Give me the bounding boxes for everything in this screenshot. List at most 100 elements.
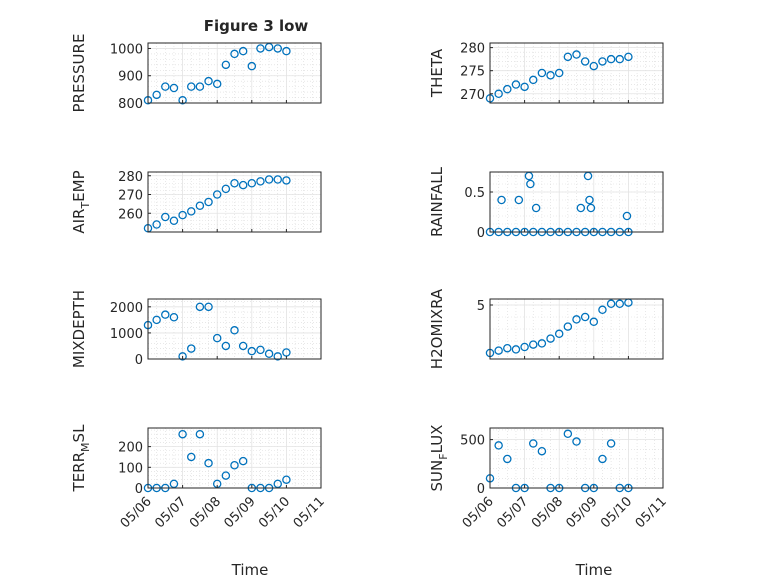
y-tick-label: 0 bbox=[477, 226, 485, 241]
data-point bbox=[256, 345, 265, 355]
panel-5: 0 1000 2000 MIXDEPTH bbox=[70, 290, 322, 368]
data-point bbox=[529, 439, 538, 448]
data-point bbox=[580, 312, 590, 322]
data-point bbox=[186, 82, 196, 91]
data-point bbox=[186, 207, 196, 216]
y-tick-label: 0 bbox=[135, 482, 143, 497]
data-point bbox=[169, 83, 179, 93]
data-point bbox=[514, 195, 524, 205]
y-tick-label: 900 bbox=[118, 70, 143, 85]
data-point bbox=[572, 437, 581, 446]
data-point bbox=[494, 346, 503, 355]
y-axis-label: PRESSURE bbox=[70, 34, 88, 113]
data-point bbox=[212, 190, 222, 199]
data-point bbox=[537, 446, 547, 456]
data-point bbox=[576, 203, 586, 213]
y-tick-label: 1000 bbox=[110, 42, 143, 57]
y-axis-label: H2OMIXRA bbox=[428, 288, 446, 369]
data-point bbox=[195, 201, 205, 210]
y-axis-label: SUNFLUX bbox=[428, 425, 450, 492]
y-tick-label: 260 bbox=[118, 207, 143, 222]
y-tick-label: 275 bbox=[460, 65, 485, 80]
data-point bbox=[230, 49, 239, 59]
data-point bbox=[178, 352, 187, 361]
y-tick-label: 280 bbox=[118, 170, 143, 185]
y-tick-label: 0.5 bbox=[464, 186, 485, 201]
data-point bbox=[503, 454, 512, 464]
data-point bbox=[247, 346, 257, 356]
data-point bbox=[273, 175, 282, 184]
data-point bbox=[169, 479, 179, 489]
data-point bbox=[282, 475, 291, 484]
data-point bbox=[238, 46, 248, 56]
data-point bbox=[178, 429, 187, 439]
data-point bbox=[511, 345, 521, 354]
data-point bbox=[238, 456, 248, 466]
x-axis-label-left: Time bbox=[231, 561, 269, 579]
data-point bbox=[589, 61, 599, 71]
data-point bbox=[247, 61, 257, 71]
panel-1: 800 900 1000 PRESSURE bbox=[70, 34, 322, 113]
axes-box bbox=[489, 427, 664, 489]
data-point bbox=[161, 310, 170, 319]
data-point bbox=[204, 197, 213, 207]
data-point bbox=[529, 340, 538, 349]
data-point bbox=[273, 44, 282, 53]
y-axis-label: TERRMSL bbox=[70, 424, 92, 493]
data-point bbox=[537, 339, 547, 348]
axes-box bbox=[489, 171, 664, 233]
x-tick-label: 05/07 bbox=[152, 494, 189, 531]
data-point bbox=[497, 195, 506, 205]
data-point bbox=[511, 80, 521, 89]
x-tick-label: 05/06 bbox=[460, 494, 497, 531]
data-point bbox=[221, 184, 231, 194]
x-tick-label: 05/08 bbox=[187, 494, 224, 531]
data-point bbox=[264, 349, 274, 359]
data-point bbox=[161, 212, 170, 222]
data-point bbox=[572, 315, 581, 324]
x-tick-label: 05/09 bbox=[564, 494, 601, 531]
data-point bbox=[598, 305, 607, 315]
y-tick-label: 5 bbox=[477, 299, 485, 314]
axes-box bbox=[147, 298, 322, 360]
data-point bbox=[212, 333, 222, 343]
data-point bbox=[221, 471, 231, 480]
data-point bbox=[572, 50, 581, 59]
data-point bbox=[520, 342, 529, 352]
data-point bbox=[589, 317, 599, 327]
data-point bbox=[503, 84, 512, 94]
panel-4: 0 0.5 RAINFALL bbox=[428, 166, 664, 241]
data-point bbox=[537, 68, 547, 78]
axes-box bbox=[489, 42, 664, 104]
data-point bbox=[622, 211, 632, 221]
data-point bbox=[221, 341, 231, 351]
data-point bbox=[186, 344, 196, 353]
y-axis-label: THETA bbox=[428, 48, 446, 98]
y-tick-label: 270 bbox=[460, 88, 485, 103]
axes-box bbox=[489, 298, 664, 360]
y-tick-label: 800 bbox=[118, 97, 143, 112]
x-tick-label: 05/09 bbox=[222, 494, 259, 531]
y-axis-label: MIXDEPTH bbox=[70, 290, 88, 368]
data-point bbox=[615, 54, 625, 64]
data-point bbox=[152, 220, 161, 229]
data-point bbox=[169, 216, 179, 225]
x-tick-label: 05/11 bbox=[291, 494, 328, 531]
data-point bbox=[204, 76, 213, 86]
y-tick-label: 270 bbox=[118, 189, 143, 204]
x-tick-label: 05/07 bbox=[494, 494, 531, 531]
data-point bbox=[238, 341, 248, 351]
data-point bbox=[256, 177, 265, 186]
data-point bbox=[204, 458, 213, 468]
axes-box bbox=[147, 171, 322, 233]
panel-3: 260 270 280 AIRTEMP bbox=[70, 170, 322, 234]
data-point bbox=[526, 179, 535, 189]
y-tick-label: 500 bbox=[460, 434, 485, 449]
y-tick-label: 100 bbox=[118, 461, 143, 476]
data-point bbox=[563, 52, 573, 62]
x-tick-label: 05/11 bbox=[633, 494, 670, 531]
data-point bbox=[606, 299, 616, 309]
data-point bbox=[161, 82, 170, 91]
